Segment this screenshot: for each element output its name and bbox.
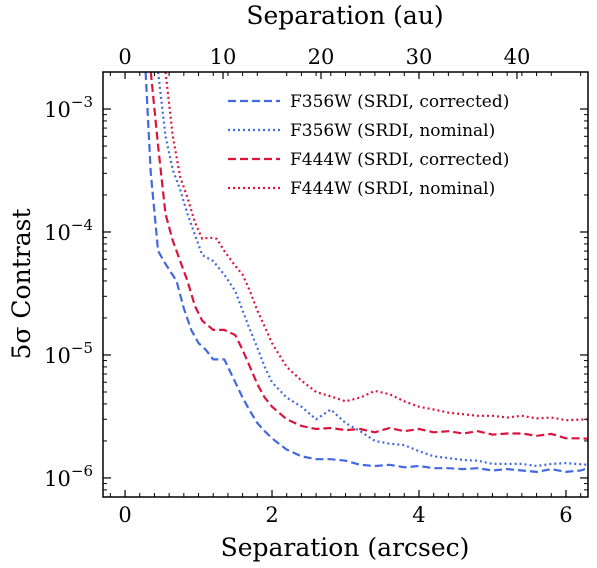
x2-tick-label: 20 xyxy=(308,45,335,69)
y-tick-label: 10−3 xyxy=(44,93,93,122)
series-line-3 xyxy=(149,72,588,440)
x2-tick-label: 0 xyxy=(118,45,131,69)
x2-tick-label: 30 xyxy=(406,45,433,69)
chart-curves xyxy=(144,72,588,473)
y-axis-label: 5σ Contrast xyxy=(7,209,36,360)
top-axis-label: Separation (au) xyxy=(246,1,443,30)
y-tick-label: 10−6 xyxy=(44,462,93,491)
legend-label: F356W (SRDI, corrected) xyxy=(290,92,509,112)
legend-label: F444W (SRDI, corrected) xyxy=(290,150,509,170)
x2-tick-label: 40 xyxy=(504,45,531,69)
legend-label: F444W (SRDI, nominal) xyxy=(290,179,495,199)
x-axis-label: Separation (arcsec) xyxy=(221,533,470,562)
series-line-2 xyxy=(157,72,588,468)
x2-tick-label: 10 xyxy=(210,45,237,69)
series-line-1 xyxy=(144,72,588,473)
y-tick-label: 10−4 xyxy=(44,216,93,245)
legend-label: F356W (SRDI, nominal) xyxy=(290,121,495,141)
y-tick-label: 10−5 xyxy=(44,339,93,368)
x-tick-label: 0 xyxy=(118,503,131,527)
legend: F356W (SRDI, corrected) F356W (SRDI, nomi… xyxy=(228,92,509,199)
x-tick-label: 2 xyxy=(265,503,278,527)
x-tick-label: 4 xyxy=(412,503,425,527)
chart-ticks: 0 2 4 6 0 10 20 30 40 10−6 10−5 10−4 10−3 xyxy=(44,45,588,527)
x-tick-label: 6 xyxy=(559,503,572,527)
